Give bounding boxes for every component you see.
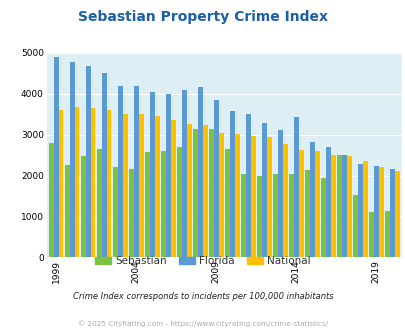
Bar	[202, 125, 207, 257]
Bar	[65, 165, 70, 257]
Bar	[193, 128, 197, 257]
Bar	[54, 57, 59, 257]
Bar	[134, 86, 139, 257]
Bar	[362, 161, 367, 257]
Bar	[81, 156, 86, 257]
Bar	[314, 150, 319, 257]
Bar	[256, 176, 261, 257]
Bar	[154, 116, 159, 257]
Bar	[330, 155, 335, 257]
Bar	[97, 149, 102, 257]
Bar	[273, 174, 277, 257]
Bar	[113, 167, 117, 257]
Bar	[59, 110, 63, 257]
Text: Crime Index corresponds to incidents per 100,000 inhabitants: Crime Index corresponds to incidents per…	[72, 292, 333, 301]
Bar	[177, 147, 181, 257]
Bar	[197, 87, 202, 257]
Bar	[75, 107, 79, 257]
Bar	[250, 136, 255, 257]
Bar	[357, 164, 362, 257]
Bar	[288, 174, 293, 257]
Bar	[166, 94, 170, 257]
Bar	[213, 100, 218, 257]
Bar	[266, 137, 271, 257]
Bar	[149, 92, 154, 257]
Bar	[209, 128, 213, 257]
Bar	[320, 178, 325, 257]
Bar	[293, 117, 298, 257]
Bar	[373, 166, 378, 257]
Bar	[234, 134, 239, 257]
Bar	[241, 174, 245, 257]
Bar	[352, 195, 357, 257]
Bar	[261, 123, 266, 257]
Bar	[129, 169, 134, 257]
Bar	[309, 142, 314, 257]
Legend: Sebastian, Florida, National: Sebastian, Florida, National	[91, 252, 314, 270]
Bar	[394, 171, 399, 257]
Bar	[336, 155, 341, 257]
Bar	[122, 114, 127, 257]
Bar	[186, 124, 191, 257]
Bar	[218, 133, 223, 257]
Bar	[389, 169, 394, 257]
Bar	[277, 130, 282, 257]
Bar	[181, 90, 186, 257]
Bar	[107, 110, 111, 257]
Bar	[346, 156, 351, 257]
Bar	[298, 150, 303, 257]
Bar	[161, 151, 166, 257]
Text: © 2025 CityRating.com - https://www.cityrating.com/crime-statistics/: © 2025 CityRating.com - https://www.city…	[78, 321, 327, 327]
Bar	[49, 143, 54, 257]
Bar	[305, 170, 309, 257]
Bar	[70, 62, 75, 257]
Bar	[117, 85, 122, 257]
Bar	[170, 120, 175, 257]
Bar	[378, 167, 383, 257]
Bar	[139, 114, 143, 257]
Bar	[325, 147, 330, 257]
Bar	[90, 109, 95, 257]
Bar	[245, 114, 250, 257]
Bar	[384, 211, 389, 257]
Bar	[229, 111, 234, 257]
Bar	[282, 144, 287, 257]
Bar	[368, 212, 373, 257]
Bar	[341, 155, 346, 257]
Text: Sebastian Property Crime Index: Sebastian Property Crime Index	[78, 10, 327, 24]
Bar	[86, 66, 90, 257]
Bar	[145, 152, 149, 257]
Bar	[102, 73, 107, 257]
Bar	[224, 149, 229, 257]
